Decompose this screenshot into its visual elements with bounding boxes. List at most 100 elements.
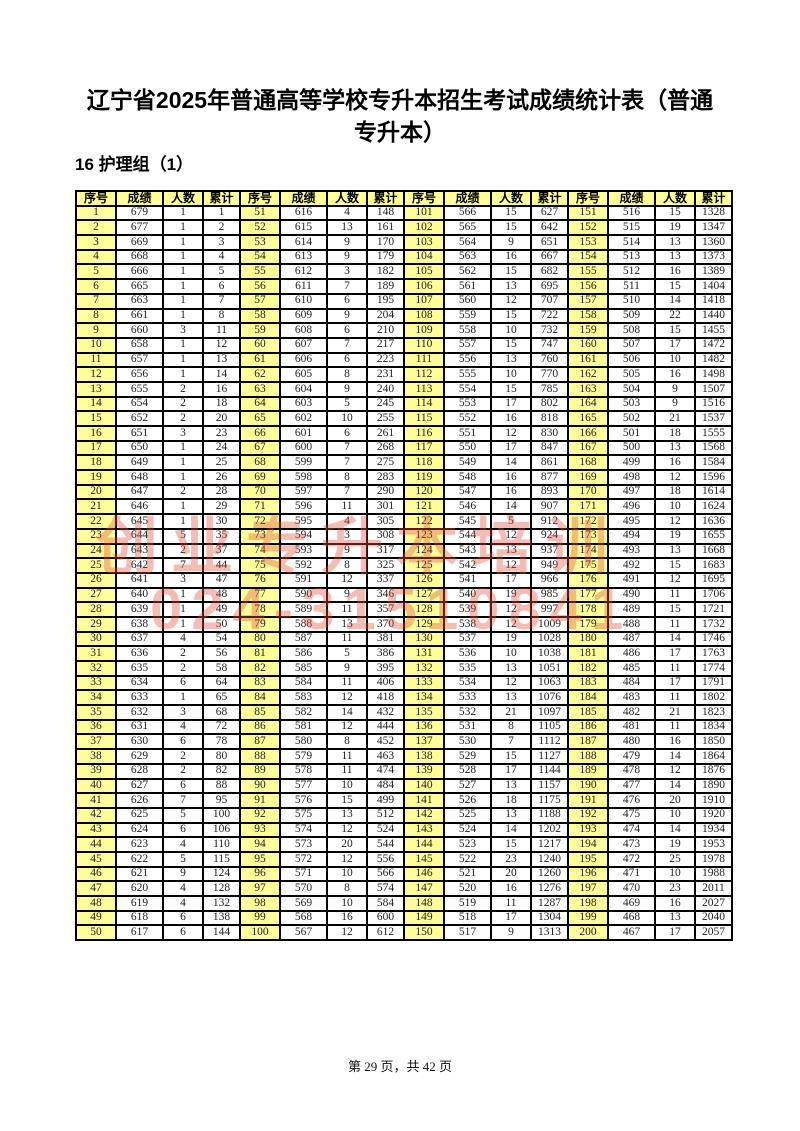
score-cell: 502 xyxy=(607,410,656,427)
count-cell: 16 xyxy=(490,880,532,897)
score-cell: 647 xyxy=(115,483,164,501)
seq-cell: 1 xyxy=(75,204,117,222)
seq-cell: 111 xyxy=(403,351,445,369)
score-table-container: 序号 成绩 人数 累计 序号 成绩 人数 累计 序号 成绩 人数 累计 序号 成绩 人数 累计 1 679 1 1 5… xyxy=(75,190,733,942)
count-cell: 6 xyxy=(162,924,204,942)
count-cell: 9 xyxy=(326,660,368,677)
score-cell: 487 xyxy=(607,630,656,648)
seq-cell: 66 xyxy=(239,425,281,442)
cumulative-cell: 245 xyxy=(366,395,405,413)
seq-cell: 185 xyxy=(567,704,609,721)
score-cell: 538 xyxy=(443,615,492,633)
score-cell: 575 xyxy=(279,806,328,824)
count-cell: 1 xyxy=(162,278,204,295)
seq-cell: 198 xyxy=(567,895,609,912)
table-row: 1 679 1 1 51 616 4 148 101 566 15 627 151 516 15 1328 xyxy=(75,204,733,222)
seq-cell: 79 xyxy=(239,615,281,633)
cumulative-cell: 5 xyxy=(202,263,241,281)
seq-cell: 167 xyxy=(567,439,609,457)
seq-cell: 131 xyxy=(403,645,445,662)
count-cell: 1 xyxy=(162,204,204,222)
cumulative-cell: 1507 xyxy=(694,380,733,398)
seq-cell: 200 xyxy=(567,924,609,942)
score-cell: 595 xyxy=(279,513,328,530)
cumulative-cell: 1440 xyxy=(694,307,733,325)
cumulative-cell: 26 xyxy=(202,469,241,486)
cumulative-cell: 128 xyxy=(202,880,241,897)
count-cell: 6 xyxy=(162,821,204,839)
score-cell: 525 xyxy=(443,806,492,824)
score-cell: 608 xyxy=(279,322,328,339)
seq-cell: 152 xyxy=(567,219,609,237)
score-cell: 620 xyxy=(115,880,164,897)
count-cell: 7 xyxy=(326,483,368,501)
seq-cell: 133 xyxy=(403,674,445,692)
score-cell: 545 xyxy=(443,513,492,530)
cumulative-cell: 1850 xyxy=(694,733,733,751)
seq-cell: 90 xyxy=(239,777,281,795)
score-cell: 642 xyxy=(115,557,164,574)
score-cell: 630 xyxy=(115,733,164,751)
table-row: 44 623 4 110 94 573 20 544 144 523 15 1217 194 473 19 1… xyxy=(75,836,733,853)
table-row: 31 636 2 56 81 586 5 386 131 536 10 1038 181 486 17 176… xyxy=(75,645,733,662)
seq-cell: 22 xyxy=(75,513,117,530)
count-cell: 10 xyxy=(654,806,696,824)
table-row: 32 635 2 58 82 585 9 395 132 535 13 1051 182 485 11 177… xyxy=(75,660,733,677)
cumulative-cell: 847 xyxy=(530,439,569,457)
seq-cell: 97 xyxy=(239,880,281,897)
cumulative-cell: 65 xyxy=(202,689,241,707)
score-cell: 531 xyxy=(443,718,492,736)
table-row: 16 651 3 23 66 601 6 261 116 551 12 830 166 501 18 1555 xyxy=(75,425,733,442)
score-cell: 500 xyxy=(607,439,656,457)
score-cell: 601 xyxy=(279,425,328,442)
score-cell: 516 xyxy=(607,204,656,222)
seq-cell: 197 xyxy=(567,880,609,897)
count-cell: 12 xyxy=(490,425,532,442)
seq-cell: 120 xyxy=(403,483,445,501)
score-cell: 563 xyxy=(443,248,492,266)
seq-cell: 108 xyxy=(403,307,445,325)
score-cell: 612 xyxy=(279,263,328,281)
seq-cell: 114 xyxy=(403,395,445,413)
seq-cell: 76 xyxy=(239,571,281,589)
cumulative-cell: 1890 xyxy=(694,777,733,795)
cumulative-cell: 2040 xyxy=(694,909,733,927)
seq-cell: 53 xyxy=(239,234,281,251)
seq-cell: 165 xyxy=(567,410,609,427)
score-cell: 570 xyxy=(279,880,328,897)
seq-cell: 59 xyxy=(239,322,281,339)
seq-cell: 135 xyxy=(403,704,445,721)
count-cell: 9 xyxy=(326,248,368,266)
seq-cell: 56 xyxy=(239,278,281,295)
score-cell: 638 xyxy=(115,615,164,633)
cumulative-cell: 707 xyxy=(530,292,569,310)
count-cell: 5 xyxy=(326,395,368,413)
cumulative-cell: 1934 xyxy=(694,821,733,839)
cumulative-cell: 1112 xyxy=(530,733,569,751)
cumulative-cell: 2011 xyxy=(694,880,733,897)
seq-cell: 63 xyxy=(239,380,281,398)
seq-cell: 5 xyxy=(75,263,117,281)
count-cell: 17 xyxy=(654,336,696,354)
score-cell: 598 xyxy=(279,469,328,486)
count-cell: 18 xyxy=(654,483,696,501)
count-cell: 6 xyxy=(162,777,204,795)
count-cell: 11 xyxy=(326,601,368,618)
count-cell: 6 xyxy=(326,292,368,310)
count-cell: 13 xyxy=(490,806,532,824)
score-cell: 663 xyxy=(115,292,164,310)
count-cell: 5 xyxy=(490,513,532,530)
seq-cell: 148 xyxy=(403,895,445,912)
count-cell: 7 xyxy=(326,278,368,295)
seq-cell: 32 xyxy=(75,660,117,677)
count-cell: 3 xyxy=(162,571,204,589)
seq-cell: 10 xyxy=(75,336,117,354)
count-cell: 12 xyxy=(326,718,368,736)
seq-cell: 183 xyxy=(567,674,609,692)
cumulative-cell: 1313 xyxy=(530,924,569,942)
seq-cell: 159 xyxy=(567,322,609,339)
seq-cell: 74 xyxy=(239,542,281,560)
cumulative-cell: 357 xyxy=(366,601,405,618)
score-cell: 657 xyxy=(115,351,164,369)
seq-cell: 187 xyxy=(567,733,609,751)
